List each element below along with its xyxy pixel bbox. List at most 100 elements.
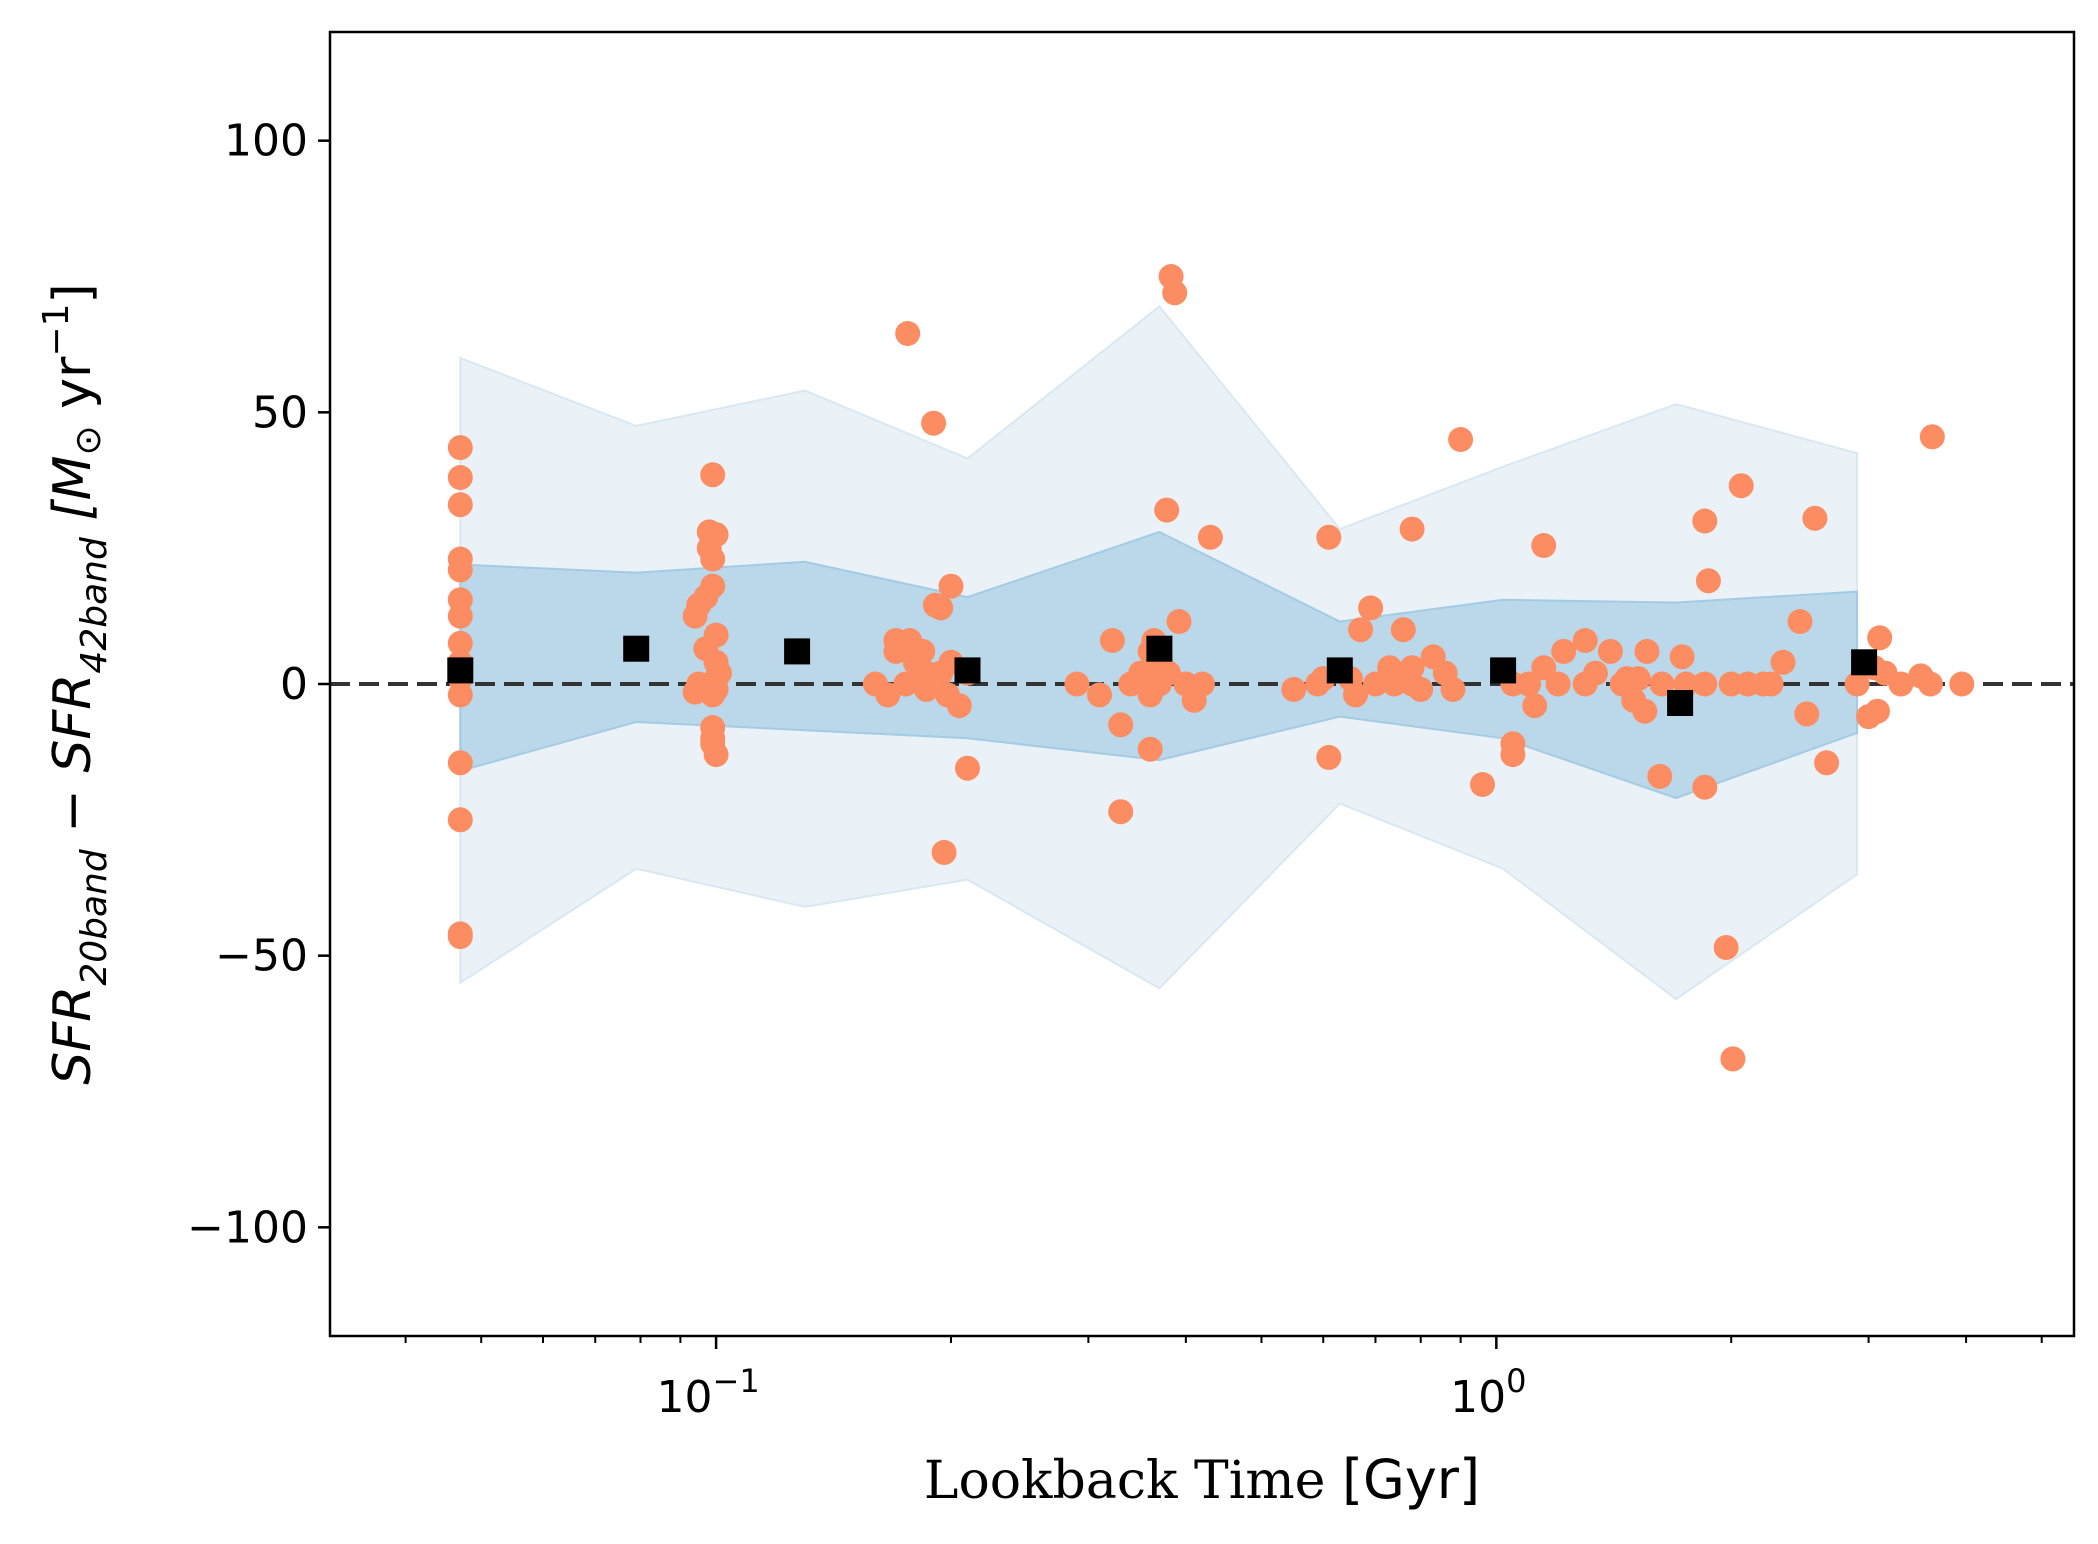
x-axis-label: Lookback Time [Gyr] xyxy=(924,1448,1480,1511)
y-label-unit-mid: yr xyxy=(43,356,103,425)
data-point xyxy=(1516,671,1542,697)
data-point xyxy=(931,839,957,865)
data-point xyxy=(447,924,473,950)
data-point xyxy=(1632,698,1658,724)
data-point xyxy=(1917,671,1943,697)
data-point xyxy=(928,660,954,686)
data-point xyxy=(1316,744,1342,770)
data-point xyxy=(700,462,726,488)
data-point xyxy=(1867,625,1893,651)
data-point xyxy=(447,465,473,490)
data-point xyxy=(913,676,939,702)
data-point xyxy=(447,682,473,708)
data-point xyxy=(1381,671,1407,697)
data-point xyxy=(1440,676,1466,702)
data-point xyxy=(1470,772,1495,797)
data-point xyxy=(955,755,980,781)
data-point xyxy=(1197,524,1223,550)
data-point xyxy=(703,742,729,768)
data-point xyxy=(1695,568,1721,594)
data-point xyxy=(1087,682,1112,708)
y-label-minus: − xyxy=(43,773,103,850)
data-point xyxy=(682,603,708,629)
y-tick-label: 50 xyxy=(252,387,308,438)
data-point xyxy=(946,693,972,719)
y-label-a: SFR xyxy=(43,986,103,1085)
data-point xyxy=(1166,609,1192,634)
data-point xyxy=(447,807,473,833)
data-point xyxy=(922,592,948,618)
y-label-a-sub: 20band xyxy=(74,848,115,986)
x-axis-ticks: 10−1 100 xyxy=(404,1336,2043,1423)
data-point xyxy=(883,638,909,664)
plot-content xyxy=(330,264,2074,1072)
data-point xyxy=(1794,701,1820,727)
data-point xyxy=(1108,712,1134,738)
data-point xyxy=(1545,671,1571,697)
data-point xyxy=(1363,671,1388,697)
data-point xyxy=(1137,736,1163,762)
median-marker xyxy=(1667,690,1694,716)
data-point xyxy=(1802,505,1828,531)
y-tick-label: 100 xyxy=(224,116,308,167)
data-point xyxy=(1348,617,1374,643)
data-point xyxy=(1572,671,1598,697)
y-label-b-sub: 42band xyxy=(74,536,115,674)
data-point xyxy=(1572,628,1598,653)
data-point xyxy=(1844,671,1870,697)
y-label-unit-open: [M xyxy=(43,456,103,538)
y-tick-label: −50 xyxy=(215,931,308,982)
data-point xyxy=(1108,799,1134,825)
x-axis-label-text: Lookback Time xyxy=(924,1451,1342,1511)
data-point xyxy=(1162,280,1188,306)
data-point xyxy=(700,546,726,572)
data-point xyxy=(1634,638,1660,664)
data-point xyxy=(1720,1046,1746,1072)
data-point xyxy=(1692,508,1718,534)
y-label-unit-exp: −1 xyxy=(36,304,77,357)
data-point xyxy=(1281,676,1307,702)
y-tick-label: 0 xyxy=(280,659,308,710)
data-point xyxy=(1343,682,1368,708)
data-point xyxy=(1358,595,1384,621)
data-point xyxy=(1888,671,1914,697)
data-point xyxy=(1531,533,1557,558)
data-point xyxy=(1814,750,1840,776)
data-point xyxy=(447,435,473,461)
data-point xyxy=(1919,424,1945,450)
data-point xyxy=(703,676,729,702)
median-markers-layer xyxy=(447,635,1878,716)
median-marker xyxy=(1490,657,1517,684)
y-label-b: SFR xyxy=(43,674,103,773)
data-point xyxy=(893,671,919,697)
data-point xyxy=(1181,687,1207,713)
data-point xyxy=(1137,682,1163,708)
scatter-points-layer xyxy=(447,264,1975,1072)
median-marker xyxy=(623,635,650,662)
data-point xyxy=(1408,676,1434,702)
data-point xyxy=(875,682,901,708)
data-point xyxy=(1118,671,1144,697)
data-point xyxy=(1500,742,1526,768)
data-point xyxy=(447,557,473,583)
data-point xyxy=(1692,774,1718,800)
data-point xyxy=(921,410,947,436)
data-point xyxy=(1669,644,1695,670)
y-tick-label: −100 xyxy=(187,1202,308,1253)
data-point xyxy=(1551,638,1577,664)
data-point xyxy=(1399,516,1425,542)
data-point xyxy=(895,321,921,346)
data-point xyxy=(1522,693,1548,719)
data-point xyxy=(1316,524,1342,550)
x-axis-label-unit: [Gyr] xyxy=(1342,1448,1480,1511)
data-point xyxy=(1390,617,1416,643)
x-tick-label: 100 xyxy=(1450,1362,1526,1423)
data-point xyxy=(447,630,473,656)
data-point xyxy=(1448,427,1474,452)
data-point xyxy=(1597,638,1623,664)
median-marker xyxy=(1146,635,1173,662)
data-point xyxy=(1531,655,1557,681)
y-axis-label: SFR20band − SFR42band [M⊙ yr−1] xyxy=(36,283,115,1084)
data-point xyxy=(1713,935,1739,960)
